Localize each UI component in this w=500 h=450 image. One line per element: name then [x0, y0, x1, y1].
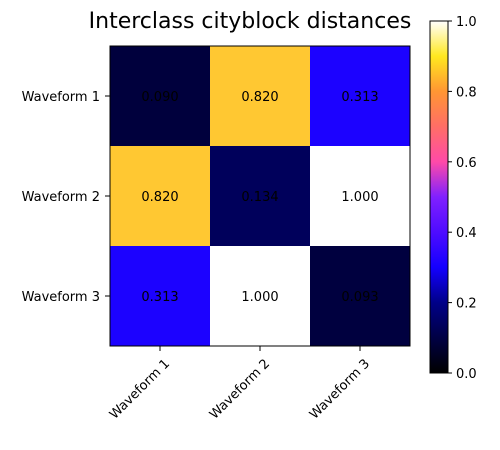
heatmap-cell: [310, 146, 410, 246]
heatmap-cell: [110, 46, 210, 146]
cell-value-label: 0.090: [141, 90, 178, 105]
cell-value-label: 0.820: [241, 90, 278, 105]
x-tick-label: Waveform 1: [107, 356, 173, 422]
cell-value-label: 0.313: [141, 290, 178, 305]
heatmap-cell: [110, 146, 210, 246]
y-tick-label: Waveform 1: [22, 90, 100, 105]
heatmap-cell: [210, 46, 310, 146]
x-axis-ticks: Waveform 1 Waveform 2 Waveform 3: [107, 346, 373, 422]
cell-value-label: 1.000: [241, 290, 278, 305]
colorbar-gradient: [429, 20, 449, 374]
colorbar-tick-label: 0.6: [456, 156, 477, 171]
cell-value-label: 0.093: [341, 290, 378, 305]
chart-title: Interclass cityblock distances: [89, 9, 412, 34]
colorbar-tick-label: 0.4: [456, 226, 477, 241]
x-tick-label: Waveform 2: [207, 356, 273, 422]
heatmap-cell: [210, 246, 310, 346]
heatmap-cells: 0.090 0.820 0.313 0.820 0.134 1.000 0.313 1.000…: [110, 46, 410, 346]
colorbar-tick-label: 0.2: [456, 297, 477, 312]
colorbar-tick-label: 1.0: [456, 15, 477, 30]
heatmap-cell: [310, 246, 410, 346]
x-tick-label: Waveform 3: [307, 356, 373, 422]
cell-value-label: 0.313: [341, 90, 378, 105]
cell-value-label: 1.000: [341, 190, 378, 205]
y-tick-label: Waveform 2: [22, 190, 100, 205]
colorbar: 0.0 0.2 0.4 0.6 0.8 1.0: [429, 15, 477, 382]
cell-value-label: 0.820: [141, 190, 178, 205]
y-tick-label: Waveform 3: [22, 290, 100, 305]
y-axis-ticks: Waveform 1 Waveform 2 Waveform 3: [22, 90, 110, 305]
colorbar-tick-label: 0.0: [456, 367, 477, 382]
colorbar-ticks: 0.0 0.2 0.4 0.6 0.8 1.0: [448, 15, 477, 382]
colorbar-tick-label: 0.8: [456, 85, 477, 100]
heatmap-cell: [310, 46, 410, 146]
heatmap-cell: [210, 146, 310, 246]
cell-value-label: 0.134: [241, 190, 278, 205]
heatmap-cell: [110, 246, 210, 346]
